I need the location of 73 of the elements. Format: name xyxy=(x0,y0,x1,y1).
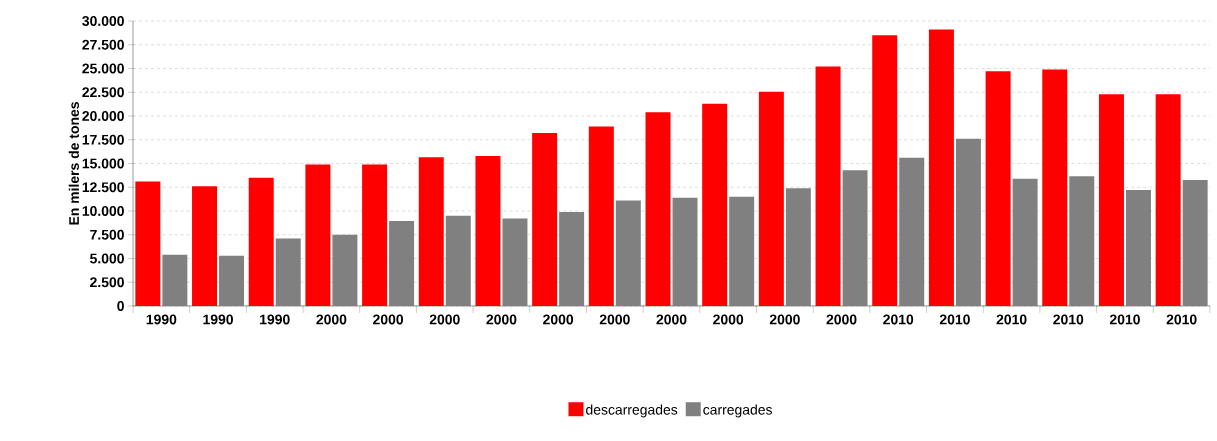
x-tick-label: 2010 xyxy=(1053,314,1084,325)
bar xyxy=(332,234,358,306)
y-axis-title: En milers de tones xyxy=(68,102,79,225)
bar xyxy=(985,71,1011,306)
x-tick-label: 2000 xyxy=(826,314,857,325)
x-tick-label: 1990 xyxy=(203,314,233,325)
x-tick-label: 2010 xyxy=(883,314,914,325)
bar xyxy=(445,215,471,306)
x-tick-label: 2010 xyxy=(1166,314,1197,325)
bar xyxy=(219,255,245,306)
x-tick-label: 1990 xyxy=(146,314,177,325)
bar xyxy=(1069,176,1095,306)
bar xyxy=(1042,69,1068,306)
x-tick-label: 2000 xyxy=(429,314,460,325)
x-tick-label: 2000 xyxy=(486,314,517,325)
bar xyxy=(559,211,585,306)
bar xyxy=(842,170,868,306)
bar xyxy=(758,91,784,306)
bar xyxy=(615,200,641,306)
y-tick-label: 27.500 xyxy=(82,39,124,50)
y-tick-label: 17.500 xyxy=(82,134,124,145)
bar xyxy=(362,164,388,306)
legend-label: carregades xyxy=(703,404,772,418)
bar xyxy=(588,126,614,306)
bar xyxy=(1182,180,1208,306)
bar xyxy=(645,112,671,306)
bar xyxy=(1012,178,1038,306)
x-tick-label: 1990 xyxy=(260,314,290,325)
y-tick-label: 5.000 xyxy=(90,253,124,264)
y-tick-label: 22.500 xyxy=(82,87,124,98)
y-tick-label: 25.000 xyxy=(82,63,124,74)
bar xyxy=(1125,190,1151,306)
y-tick-label: 7.500 xyxy=(90,229,124,240)
bar xyxy=(135,181,161,306)
bar xyxy=(1155,94,1181,306)
x-tick-label: 2000 xyxy=(656,314,687,325)
y-tick-label: 30.000 xyxy=(82,16,124,26)
y-tick-label: 15.000 xyxy=(82,158,124,169)
bar xyxy=(672,197,698,306)
bar xyxy=(162,254,188,306)
bar xyxy=(899,157,925,306)
x-tick-label: 2000 xyxy=(769,314,800,325)
bar xyxy=(532,133,558,306)
x-tick-label: 2000 xyxy=(543,314,574,325)
y-tick-label: 20.000 xyxy=(82,111,124,121)
x-tick-label: 2000 xyxy=(316,314,347,325)
bar xyxy=(955,138,981,306)
bar xyxy=(389,220,415,306)
bar xyxy=(418,157,444,306)
y-tick-label: 10.000 xyxy=(82,206,124,216)
bar xyxy=(1098,94,1124,306)
y-tick-label: 2.500 xyxy=(90,277,124,288)
x-tick-label: 2000 xyxy=(713,314,744,325)
bar xyxy=(248,177,274,306)
x-tick-label: 2000 xyxy=(373,314,404,325)
bar xyxy=(785,188,811,306)
bar xyxy=(305,164,331,306)
bar xyxy=(872,35,898,306)
bar xyxy=(475,155,501,306)
bar xyxy=(275,238,301,306)
x-tick-label: 2010 xyxy=(1109,314,1140,325)
bar xyxy=(729,196,755,306)
bar xyxy=(502,218,528,306)
bar xyxy=(815,66,841,306)
bar xyxy=(192,186,218,306)
x-tick-label: 2010 xyxy=(939,314,970,325)
bar xyxy=(928,29,954,306)
bar xyxy=(702,103,728,306)
legend-label: descarregades xyxy=(586,404,678,418)
y-tick-label: 12.500 xyxy=(82,182,124,193)
y-tick-label: 0 xyxy=(117,301,124,311)
x-tick-label: 2000 xyxy=(599,314,630,325)
x-tick-label: 2010 xyxy=(996,314,1027,325)
